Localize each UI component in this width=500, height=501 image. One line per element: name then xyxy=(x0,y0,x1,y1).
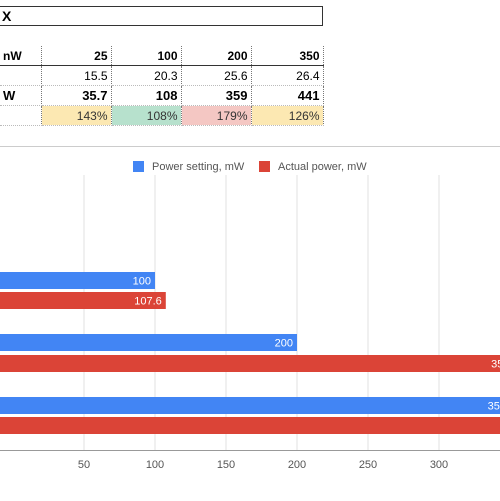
bar-data-label: 358.9 xyxy=(491,359,500,371)
table-cell[interactable]: 441 xyxy=(251,85,324,106)
bar-actual-power[interactable] xyxy=(0,355,500,372)
row-label-cell[interactable]: W xyxy=(0,85,42,106)
bar-power-setting[interactable] xyxy=(0,397,500,414)
legend-label[interactable]: Actual power, mW xyxy=(278,161,367,173)
chart-area: 100200350107.6358.9 50100150200250300350… xyxy=(0,146,500,501)
sheet-title-cell[interactable]: X xyxy=(0,6,323,26)
table-cell[interactable]: 20.3 xyxy=(111,65,182,86)
table-header-row: nW 25 100 200 350 xyxy=(0,46,324,66)
table-row: 15.5 20.3 25.6 26.4 xyxy=(0,65,324,86)
bar-data-label: 350 xyxy=(488,401,500,413)
header-cell[interactable]: 25 xyxy=(41,46,112,66)
percent-cell[interactable]: 179% xyxy=(181,105,252,126)
row-label-cell[interactable] xyxy=(0,105,42,126)
x-tick-label: 250 xyxy=(359,459,377,471)
table-row: 143% 108% 179% 126% xyxy=(0,105,324,126)
bar-chart: 100200350107.6358.9 50100150200250300350… xyxy=(0,161,500,471)
header-cell[interactable]: 100 xyxy=(111,46,182,66)
table-cell[interactable]: 15.5 xyxy=(41,65,112,86)
data-table: nW 25 100 200 350 15.5 20.3 25.6 26.4 W … xyxy=(0,46,324,126)
bar-power-setting[interactable] xyxy=(0,334,297,351)
bar-data-label: 100 xyxy=(133,276,151,288)
legend-label[interactable]: Power setting, mW xyxy=(152,161,245,173)
percent-cell[interactable]: 108% xyxy=(111,105,182,126)
bar-actual-power[interactable] xyxy=(0,417,500,434)
x-tick-label: 300 xyxy=(430,459,448,471)
percent-cell[interactable]: 126% xyxy=(251,105,324,126)
bar-actual-power[interactable] xyxy=(0,292,166,309)
header-cell[interactable]: 350 xyxy=(251,46,324,66)
table-cell[interactable]: 26.4 xyxy=(251,65,324,86)
table-cell[interactable]: 25.6 xyxy=(181,65,252,86)
bar-data-label: 200 xyxy=(275,338,293,350)
row-label-cell[interactable] xyxy=(0,65,42,86)
x-tick-label: 100 xyxy=(146,459,164,471)
percent-cell[interactable]: 143% xyxy=(41,105,112,126)
bar-data-label: 107.6 xyxy=(134,296,162,308)
bar-power-setting[interactable] xyxy=(0,272,155,289)
header-label-cell[interactable]: nW xyxy=(0,46,42,66)
legend-swatch-actual-power xyxy=(259,161,270,172)
sheet-title-text: X xyxy=(2,8,12,24)
header-cell[interactable]: 200 xyxy=(181,46,252,66)
table-cell[interactable]: 359 xyxy=(181,85,252,106)
table-row: W 35.7 108 359 441 xyxy=(0,85,324,106)
table-cell[interactable]: 35.7 xyxy=(41,85,112,106)
x-tick-label: 200 xyxy=(288,459,306,471)
legend-swatch-power-setting xyxy=(133,161,144,172)
table-cell[interactable]: 108 xyxy=(111,85,182,106)
x-tick-label: 50 xyxy=(78,459,90,471)
x-tick-label: 150 xyxy=(217,459,235,471)
